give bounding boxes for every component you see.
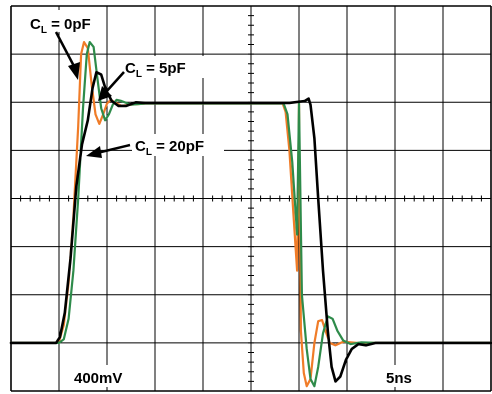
cl-20pf-arrow-shaft xyxy=(96,143,131,155)
cl-20pf-label-backdrop xyxy=(132,134,224,156)
cl-0pf-label-backdrop xyxy=(26,10,106,32)
horizontal-scale-label-backdrop xyxy=(382,365,424,387)
cl-0pf-arrow-head xyxy=(68,62,80,80)
annotation-layer: CL = 0pF CL = 5pF CL = 20pF 400mV 5ns xyxy=(26,10,424,387)
cl-0pf-arrow xyxy=(54,31,80,80)
vertical-scale-label-backdrop xyxy=(68,365,130,387)
cl-20pf-label: CL = 20pF xyxy=(135,138,204,158)
cl-0pf-arrow-shaft xyxy=(54,31,78,71)
graticule xyxy=(10,5,492,392)
cl-5pf-arrow-shaft xyxy=(105,71,125,93)
cl-20pf-arrow-head xyxy=(86,146,102,158)
cl-0pf-label: CL = 0pF xyxy=(30,16,91,36)
cl-20pf-arrow xyxy=(86,143,131,158)
cl-5pf-arrow-head xyxy=(98,86,112,101)
cl-5pf-label: CL = 5pF xyxy=(125,60,186,80)
horizontal-scale-label: 5ns xyxy=(386,370,412,387)
cl-5pf-label-backdrop xyxy=(122,56,207,78)
cl-20pf-trace xyxy=(9,70,492,383)
trace-layer xyxy=(9,41,492,388)
vertical-scale-label: 400mV xyxy=(74,370,122,387)
cl-5pf-arrow xyxy=(98,71,125,101)
